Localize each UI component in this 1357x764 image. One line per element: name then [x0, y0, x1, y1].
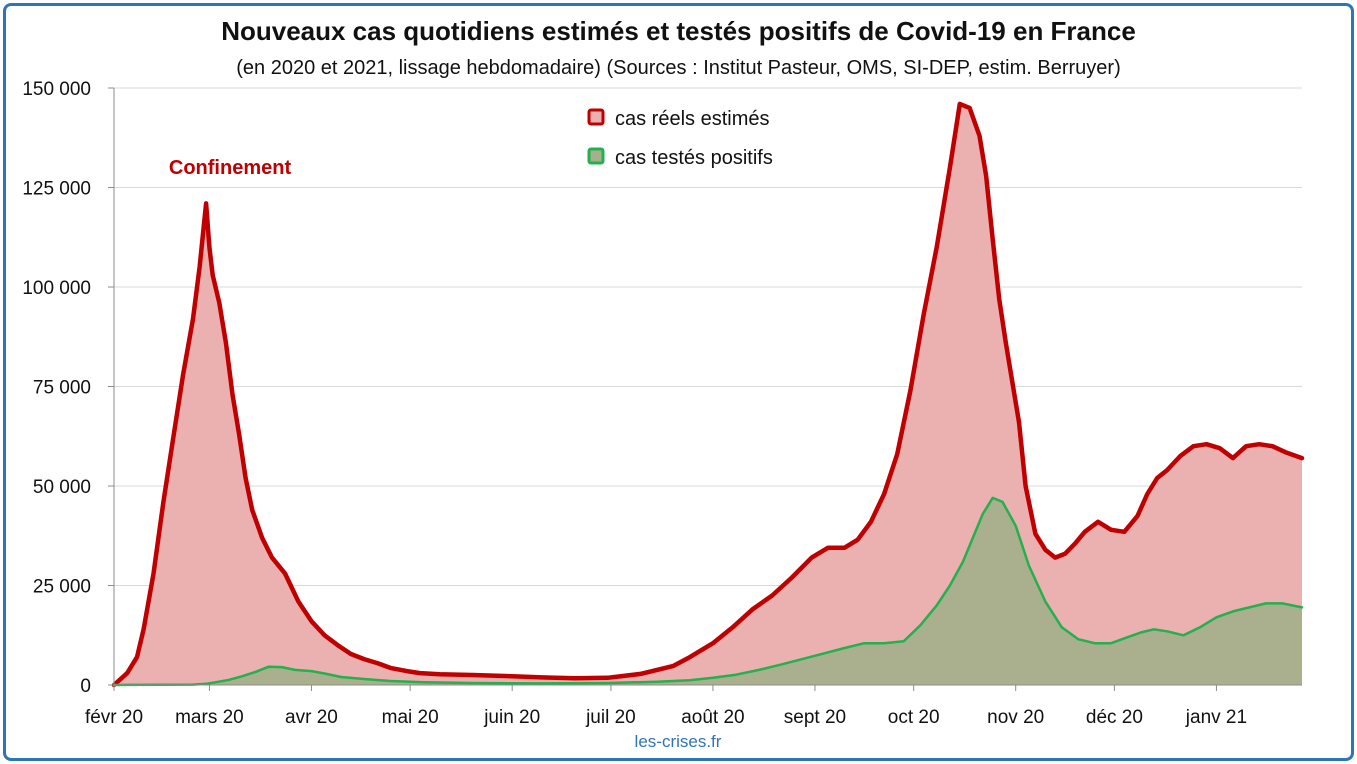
series-area-estimated	[114, 103, 1302, 685]
axis-layer	[108, 87, 1302, 691]
y-tick-label: 125 000	[22, 179, 91, 200]
y-tick-label: 50 000	[33, 477, 91, 498]
x-tick-label: juil 20	[585, 707, 636, 728]
x-tick-label: mars 20	[175, 707, 244, 728]
x-tick-label: déc 20	[1086, 707, 1143, 728]
y-tick-label: 0	[80, 676, 91, 697]
legend: cas réels estimés cas testés positifs	[587, 108, 773, 169]
y-tick-label: 25 000	[33, 577, 91, 598]
x-tick-label: janv 21	[1185, 707, 1247, 728]
y-tick-label: 75 000	[33, 378, 91, 399]
area-layer	[111, 101, 1305, 688]
y-tick-label: 150 000	[22, 79, 91, 100]
legend-swatch-tested	[587, 147, 605, 165]
x-tick-label: août 20	[681, 707, 744, 728]
source-credit: les-crises.fr	[635, 732, 722, 751]
x-tick-label: mai 20	[382, 707, 439, 728]
y-tick-label: 100 000	[22, 278, 91, 299]
annotation-confinement: Confinement	[169, 157, 292, 179]
x-tick-label: févr 20	[85, 707, 143, 728]
series-line-estimated	[111, 101, 1305, 688]
series-line-tested	[112, 496, 1304, 687]
legend-swatch-estimated	[587, 108, 605, 126]
legend-label-tested: cas testés positifs	[615, 147, 773, 169]
label-layer: 0 25 000 50 000 75 000 100 000 125 000 150 000…	[22, 79, 1247, 728]
legend-label-estimated: cas réels estimés	[615, 108, 770, 130]
x-tick-label: oct 20	[888, 707, 940, 728]
x-tick-label: avr 20	[285, 707, 338, 728]
x-tick-label: sept 20	[784, 707, 846, 728]
x-tick-label: nov 20	[987, 707, 1044, 728]
x-tick-label: juin 20	[483, 707, 540, 728]
chart-subtitle: (en 2020 et 2021, lissage hebdomadaire) …	[236, 57, 1121, 79]
series-area-tested	[114, 497, 1302, 685]
chart-title: Nouveaux cas quotidiens estimés et testé…	[221, 16, 1136, 46]
